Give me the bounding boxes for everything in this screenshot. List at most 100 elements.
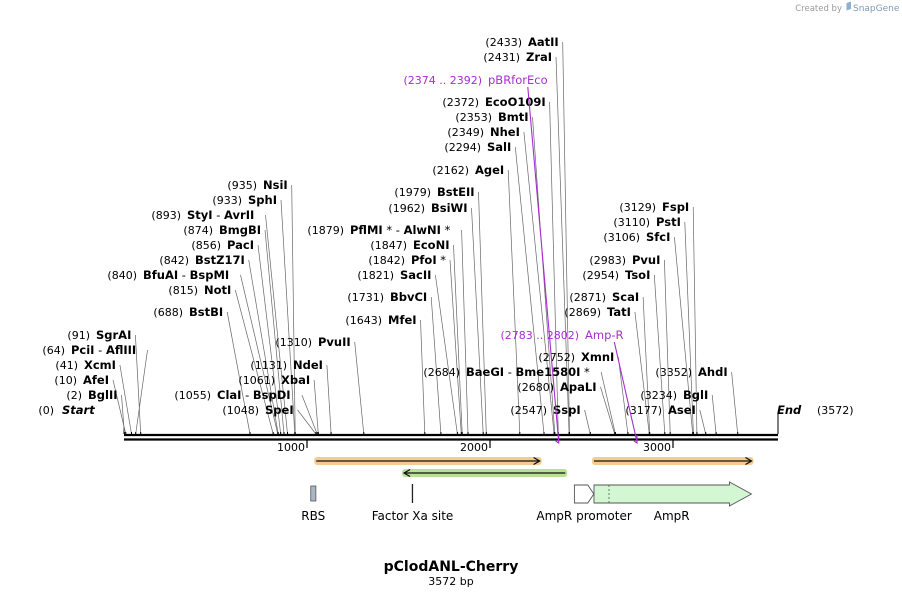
feature-rbs[interactable]: RBS (301, 485, 325, 523)
site-sspi[interactable]: (2547) SspI (510, 403, 580, 417)
site-label: ClaI - BspDI (217, 388, 291, 402)
site-label: BmgBI (219, 223, 261, 237)
site-pfoi[interactable]: (1842) PfoI * (368, 253, 446, 267)
enzyme-name-2: BspDI (253, 388, 291, 402)
site-leader-zrai (555, 56, 570, 435)
site-label: AhdI (698, 365, 728, 379)
site-xbai[interactable]: (1061) XbaI (238, 373, 310, 387)
site-pvuii[interactable]: (1310) PvuII (275, 335, 350, 349)
site-psti[interactable]: (3110) PstI (613, 215, 680, 229)
site-scai[interactable]: (2871) ScaI (569, 290, 639, 304)
site-bbvci[interactable]: (1731) BbvCI (347, 290, 427, 304)
site-xcmi[interactable]: (41) XcmI (55, 358, 116, 372)
enzyme-name: PflMI (350, 223, 383, 237)
orf-arrow-3[interactable] (591, 456, 754, 466)
site-label: BglI (683, 388, 708, 402)
orf-arrow-2[interactable] (402, 468, 568, 478)
feature-label: AmpR (654, 509, 690, 523)
feature-ampr[interactable]: AmpR (593, 481, 753, 523)
methylation-star: * (441, 223, 451, 237)
site-baegi[interactable]: (2684) BaeGI - Bme1580I * (423, 365, 590, 379)
tick-label-3000: 3000 (643, 441, 671, 454)
orf-arrow-1[interactable] (314, 456, 542, 466)
site-styi[interactable]: (893) StyI - AvrII (151, 208, 254, 222)
site-tsoi[interactable]: (2954) TsoI (582, 268, 650, 282)
feature-factor-xa-site[interactable]: Factor Xa site (372, 484, 454, 523)
site-bmti[interactable]: (2353) BmtI (455, 110, 528, 124)
primer-binding-arrow (633, 435, 638, 445)
site-tati[interactable]: (2869) TatI (564, 305, 630, 319)
site-ecoo109i[interactable]: (2372) EcoO109I (442, 95, 545, 109)
site-position: (933) (212, 194, 242, 207)
site-xmni[interactable]: (2752) XmnI (538, 350, 614, 364)
site-leader-tsoi (653, 274, 666, 435)
snapgene-logo-icon (846, 1, 851, 11)
site-position: (1055) (174, 389, 211, 402)
site-sacii[interactable]: (1821) SacII (357, 268, 431, 282)
site-pcii[interactable]: (64) PciI - AflIII (42, 343, 136, 357)
enzyme-name-2: AflIII (106, 343, 136, 357)
plasmid-name: pClodANL-Cherry (384, 559, 519, 575)
site-leader-paci (257, 244, 282, 435)
enzyme-separator: - (504, 365, 515, 379)
site-nhei[interactable]: (2349) NheI (447, 125, 519, 139)
site-position: (2294) (444, 141, 481, 154)
site-position: (3352) (655, 366, 692, 379)
site-bstz17i[interactable]: (842) BstZ17I (159, 253, 244, 267)
site-label: SacII (400, 268, 431, 282)
site-label: TatI (607, 305, 631, 319)
site-bsiwi[interactable]: (1962) BsiWI (388, 201, 467, 215)
site-label: NheI (490, 125, 520, 139)
primer-position: (2783 .. 2802) (500, 329, 579, 342)
site-spei[interactable]: (1048) SpeI (222, 403, 293, 417)
site-sali[interactable]: (2294) SalI (444, 140, 511, 154)
site-econi[interactable]: (1847) EcoNI (370, 238, 449, 252)
site-ahdi[interactable]: (3352) AhdI (655, 365, 727, 379)
site-bstbi[interactable]: (688) BstBI (153, 305, 223, 319)
site-clai[interactable]: (1055) ClaI - BspDI (174, 388, 290, 402)
site-bfuai[interactable]: (840) BfuAI - BspMI (107, 268, 229, 282)
site-paci[interactable]: (856) PacI (191, 238, 254, 252)
site-bsteii[interactable]: (1979) BstEII (394, 185, 474, 199)
primer-label: pBRforEco (488, 73, 548, 87)
site-position: (1842) (368, 254, 405, 267)
site-label: ApaLI (560, 380, 597, 394)
site-ndei[interactable]: (1131) NdeI (250, 358, 323, 372)
site-sphi[interactable]: (933) SphI (212, 193, 277, 207)
site-fspi[interactable]: (3129) FspI (619, 200, 689, 214)
site-pvui[interactable]: (2983) PvuI (589, 253, 660, 267)
feature-ampr-promoter[interactable]: AmpR promoter (536, 484, 632, 523)
sequence-backbone[interactable] (124, 433, 778, 441)
enzyme-name: EcoO109I (485, 95, 546, 109)
site-sfci[interactable]: (3106) SfcI (603, 230, 670, 244)
site-bgli[interactable]: (3234) BglI (640, 388, 708, 402)
site-leader-tati (634, 311, 650, 435)
site-bglii[interactable]: (2) BglII (66, 388, 117, 402)
site-aatii[interactable]: (2433) AatII (485, 35, 558, 49)
enzyme-name: PvuII (318, 335, 351, 349)
site-noti[interactable]: (815) NotI (168, 283, 231, 297)
site-label: PciI - AflIII (71, 343, 136, 357)
site-leader-ecoo109i (549, 101, 559, 435)
site-zrai[interactable]: (2431) ZraI (483, 50, 552, 64)
site-apali[interactable]: (2680) ApaLI (517, 380, 596, 394)
site-label: SphI (248, 193, 277, 207)
site-mfei[interactable]: (1643) MfeI (345, 313, 416, 327)
site-asei[interactable]: (3177) AseI (625, 403, 695, 417)
enzyme-name: AhdI (698, 365, 728, 379)
site-pflmi[interactable]: (1879) PflMI * - AlwNI * (307, 223, 450, 237)
orf-arrowhead (533, 456, 541, 466)
site-bmgbi[interactable]: (874) BmgBI (183, 223, 261, 237)
enzyme-name: BsiWI (431, 201, 468, 215)
site-nsii[interactable]: (935) NsiI (227, 178, 287, 192)
start-position: (0) (38, 404, 54, 417)
site-label: NdeI (293, 358, 323, 372)
site-label: SgrAI (96, 328, 131, 342)
site-position: (3129) (619, 201, 656, 214)
enzyme-name: AatII (528, 35, 559, 49)
primer-amp-r[interactable]: (2783 .. 2802) Amp-R (500, 328, 638, 445)
site-afei[interactable]: (10) AfeI (54, 373, 109, 387)
site-sgrai[interactable]: (91) SgrAI (67, 328, 131, 342)
site-agei[interactable]: (2162) AgeI (432, 163, 504, 177)
primer-pbrforeco[interactable]: (2374 .. 2392) pBRforEco (403, 73, 560, 445)
